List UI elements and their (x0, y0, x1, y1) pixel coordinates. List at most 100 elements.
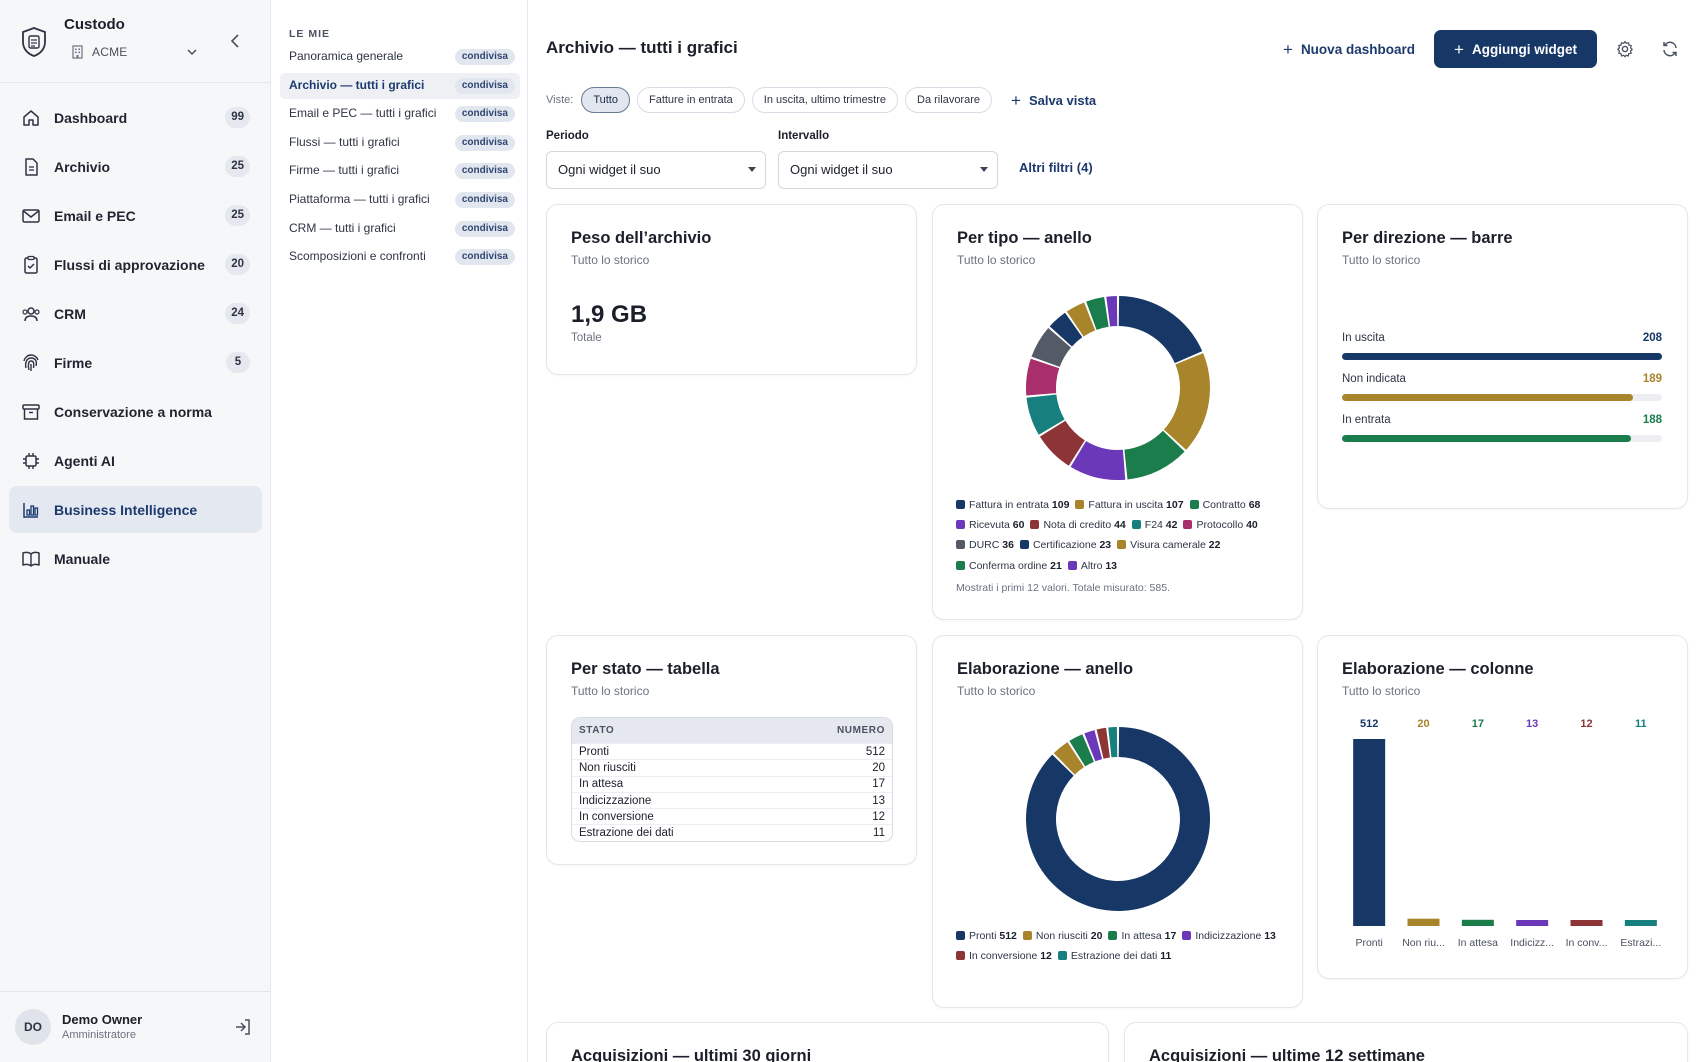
column-header[interactable]: NUMERO (836, 725, 885, 736)
donut-slice[interactable] (1066, 302, 1096, 337)
bar-row[interactable]: In entrata 188 (1342, 414, 1662, 455)
donut-slice[interactable] (1108, 727, 1118, 758)
logout-icon[interactable] (234, 1018, 252, 1036)
dashboard-item[interactable]: Flussi — tutti i grafici condivisa (280, 130, 520, 156)
column-bar[interactable] (1353, 739, 1386, 926)
legend-label: Altro (1080, 559, 1106, 572)
widget-elaborazione-colonne[interactable]: Elaborazione — colonne Tutto lo storico … (1317, 635, 1688, 979)
period-label: Periodo (546, 130, 589, 142)
more-filters-button[interactable]: Altri filtri (4) (1019, 160, 1093, 175)
column-bar[interactable] (1461, 919, 1494, 926)
dashboard-item[interactable]: Firme — tutti i grafici condivisa (280, 158, 520, 184)
donut-slice[interactable] (1096, 727, 1110, 759)
donut-slice[interactable] (1118, 296, 1203, 364)
donut-slice[interactable] (1039, 420, 1085, 466)
chevron-down-icon[interactable] (186, 46, 198, 58)
donut-slice[interactable] (1053, 742, 1084, 775)
legend-label: DURC (969, 539, 1003, 552)
org-selector[interactable]: ACME (92, 45, 128, 59)
avatar[interactable]: DO (15, 1009, 51, 1045)
donut-slice[interactable] (1026, 727, 1210, 911)
legend-value: 21 (1050, 559, 1062, 572)
widget-acquisizioni-12-settimane[interactable]: Acquisizioni — ultime 12 settimane (1124, 1022, 1688, 1062)
user-panel: DO Demo Owner Amministratore (0, 991, 271, 1062)
donut-slice[interactable] (1031, 328, 1071, 367)
nav-item-crm[interactable]: CRM 24 (9, 290, 262, 337)
legend-value: 109 (1051, 499, 1070, 511)
column-value-label: 20 (1417, 718, 1429, 730)
bar-row[interactable]: In uscita 208 (1342, 332, 1662, 373)
table-row[interactable]: Pronti 512 (572, 743, 892, 759)
donut-slice[interactable] (1106, 296, 1118, 327)
nav-item-business-intelligence[interactable]: Business Intelligence (9, 486, 262, 533)
widget-acquisizioni-30-giorni[interactable]: Acquisizioni — ultimi 30 giorni (546, 1022, 1109, 1062)
nav-item-email-pec[interactable]: Email e PEC 25 (9, 192, 262, 239)
widget-per-tipo[interactable]: Per tipo — anello Tutto lo storico Fattu… (932, 204, 1303, 620)
widget-peso-archivio[interactable]: Peso dell’archivio Tutto lo storico 1,9 … (546, 204, 917, 375)
nav-item-archivio[interactable]: Archivio 25 (9, 143, 262, 190)
period-select[interactable]: Ogni widget il suo (546, 151, 766, 189)
widget-elaborazione-anello[interactable]: Elaborazione — anello Tutto lo storico P… (932, 635, 1303, 1008)
legend-value: 512 (999, 930, 1017, 942)
widget-per-direzione[interactable]: Per direzione — barre Tutto lo storico I… (1317, 204, 1688, 509)
donut-slice[interactable] (1163, 353, 1210, 450)
table-row[interactable]: Estrazione dei dati 11 (572, 824, 892, 840)
clipboard-check-icon (24, 255, 38, 274)
kpi-value: 1,9 GB (571, 301, 648, 328)
dashboard-item[interactable]: Panoramica generale condivisa (280, 44, 520, 70)
donut-slice[interactable] (1026, 358, 1060, 396)
dashboard-item[interactable]: Email e PEC — tutti i grafici condivisa (280, 101, 520, 127)
save-view-button[interactable]: + Salva vista (1011, 92, 1096, 109)
dashboard-item[interactable]: Archivio — tutti i grafici condivisa (280, 72, 520, 99)
column-value-label: 11 (1635, 718, 1647, 730)
interval-select[interactable]: Ogni widget il suo (778, 151, 998, 189)
donut-slice[interactable] (1084, 730, 1103, 762)
nav-item-flussi[interactable]: Flussi di approvazione 20 (9, 241, 262, 288)
nav-item-agenti[interactable]: Agenti AI (9, 437, 262, 484)
legend-value: 11 (1160, 950, 1172, 963)
collapse-sidebar-button[interactable] (228, 33, 244, 49)
donut-slice[interactable] (1070, 441, 1126, 480)
user-name: Demo Owner (62, 1012, 143, 1027)
nav-item-conservazione[interactable]: Conservazione a norma (9, 388, 262, 435)
view-chip-fatture-entrata[interactable]: Fatture in entrata (636, 87, 745, 113)
refresh-icon[interactable] (1661, 40, 1679, 58)
nav-item-dashboard[interactable]: Dashboard 99 (9, 94, 262, 141)
donut-slice[interactable] (1049, 312, 1083, 347)
new-dashboard-button[interactable]: + Nuova dashboard (1283, 38, 1415, 60)
dashboard-item[interactable]: Scomposizioni e confronti condivisa (280, 244, 520, 270)
table-row[interactable]: In conversione 12 (572, 808, 892, 824)
donut-slice[interactable] (1124, 430, 1185, 480)
table-cell: 17 (872, 778, 885, 791)
table-cell: Indicizzazione (579, 794, 652, 807)
column-bar[interactable] (1516, 920, 1549, 926)
column-bar[interactable] (1407, 918, 1440, 926)
nav-count-badge: 5 (226, 352, 250, 373)
donut-slice[interactable] (1069, 734, 1094, 767)
building-icon (72, 45, 83, 59)
dashboard-item[interactable]: Piattaforma — tutti i grafici condivisa (280, 187, 520, 213)
bar-row[interactable]: Non indicata 189 (1342, 373, 1662, 414)
table-row[interactable]: Indicizzazione 13 (572, 791, 892, 808)
nav-label: Manuale (54, 550, 111, 567)
dashboard-item[interactable]: CRM — tutti i grafici condivisa (280, 216, 520, 242)
table-row[interactable]: In attesa 17 (572, 775, 892, 792)
book-icon (22, 551, 40, 567)
add-widget-button[interactable]: + Aggiungi widget (1434, 30, 1597, 68)
gear-icon[interactable] (1616, 40, 1634, 58)
column-header[interactable]: STATO (579, 725, 615, 736)
view-chip-da-rilavorare[interactable]: Da rilavorare (905, 87, 992, 113)
cpu-icon (23, 452, 39, 469)
view-chip-tutto[interactable]: Tutto (581, 87, 630, 113)
widget-per-stato[interactable]: Per stato — tabella Tutto lo storico STA… (546, 635, 917, 865)
nav-item-firme[interactable]: Firme 5 (9, 339, 262, 386)
column-bar[interactable] (1570, 920, 1603, 926)
donut-slice[interactable] (1026, 394, 1065, 435)
column-bar[interactable] (1624, 920, 1657, 926)
table-row[interactable]: Non riusciti 20 (572, 759, 892, 775)
view-chip-uscita-trimestre[interactable]: In uscita, ultimo trimestre (751, 87, 899, 113)
nav-item-manuale[interactable]: Manuale (9, 535, 262, 582)
legend-swatch (956, 540, 965, 550)
bar-label: In uscita (1342, 332, 1385, 344)
donut-slice[interactable] (1086, 297, 1109, 330)
